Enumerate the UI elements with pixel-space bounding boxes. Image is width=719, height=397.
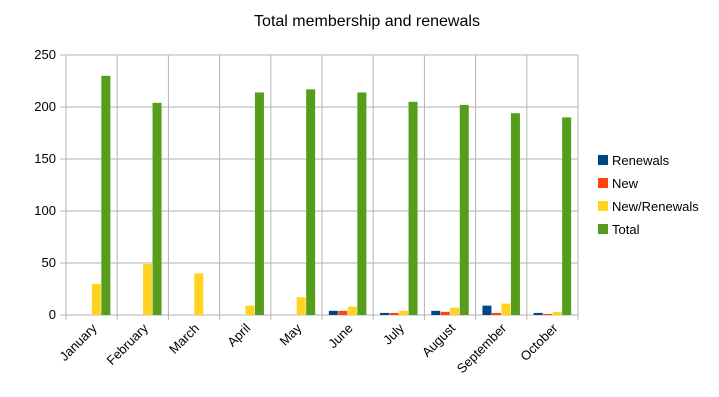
legend-label-total: Total (612, 222, 640, 237)
bar-new-renewals-june (347, 306, 357, 315)
legend-swatch-new (598, 178, 608, 188)
y-tick-label: 200 (34, 99, 56, 114)
y-tick-label: 0 (49, 307, 56, 322)
y-tick-label: 100 (34, 203, 56, 218)
x-tick-label: October (517, 320, 561, 364)
bar-total-july (408, 101, 418, 315)
bar-total-october (562, 117, 572, 316)
bar-total-may (306, 89, 316, 315)
bar-new-september (491, 312, 501, 315)
legend-swatch-new-renewals (598, 201, 608, 211)
bar-total-february (152, 102, 162, 315)
y-tick-label: 150 (34, 151, 56, 166)
bar-total-june (357, 92, 367, 315)
chart-title: Total membership and renewals (254, 13, 480, 30)
bar-new-renewals-october (552, 311, 562, 315)
bar-renewals-october (533, 312, 543, 315)
bar-new-june (338, 310, 348, 315)
x-tick-label: September (454, 320, 510, 376)
bar-total-april (254, 92, 264, 315)
bar-new-renewals-september (501, 303, 511, 315)
bars (91, 75, 572, 316)
x-tick-label: June (325, 321, 356, 352)
bar-new-renewals-july (399, 310, 409, 315)
x-tick-label: August (419, 320, 458, 359)
legend-label-new: New (612, 176, 639, 191)
bar-renewals-august (431, 310, 441, 315)
x-tick-label: July (380, 320, 407, 347)
bar-new-renewals-may (296, 297, 306, 315)
bar-new-renewals-april (245, 305, 255, 315)
bar-new-renewals-february (143, 264, 153, 315)
x-tick-label: February (104, 320, 152, 368)
y-tick-label: 50 (42, 255, 56, 270)
x-tick-label: March (166, 321, 202, 357)
x-tick-label: May (277, 320, 305, 348)
x-tick-label: April (224, 320, 253, 349)
legend-swatch-renewals (598, 155, 608, 165)
bar-new-july (389, 312, 399, 315)
y-tick-label: 250 (34, 47, 56, 62)
bar-renewals-june (328, 310, 338, 315)
bar-new-renewals-january (91, 283, 101, 315)
bar-total-january (101, 75, 111, 315)
bar-new-renewals-august (450, 307, 460, 315)
x-tick-label: January (56, 320, 100, 364)
bar-new-october (543, 313, 553, 315)
legend-swatch-total (598, 224, 608, 234)
axes: 0 50 100 150 200 250 January February March April… (34, 47, 561, 376)
bar-renewals-september (482, 305, 492, 315)
legend-label-new-renewals: New/Renewals (612, 199, 699, 214)
bar-new-renewals-march (194, 273, 204, 315)
legend: Renewals New New/Renewals Total (598, 153, 699, 237)
bar-total-august (459, 104, 469, 315)
bar-new-august (440, 311, 450, 315)
bar-renewals-july (380, 312, 390, 315)
grid-lines (60, 54, 579, 320)
legend-label-renewals: Renewals (612, 153, 670, 168)
bar-total-september (510, 113, 520, 316)
